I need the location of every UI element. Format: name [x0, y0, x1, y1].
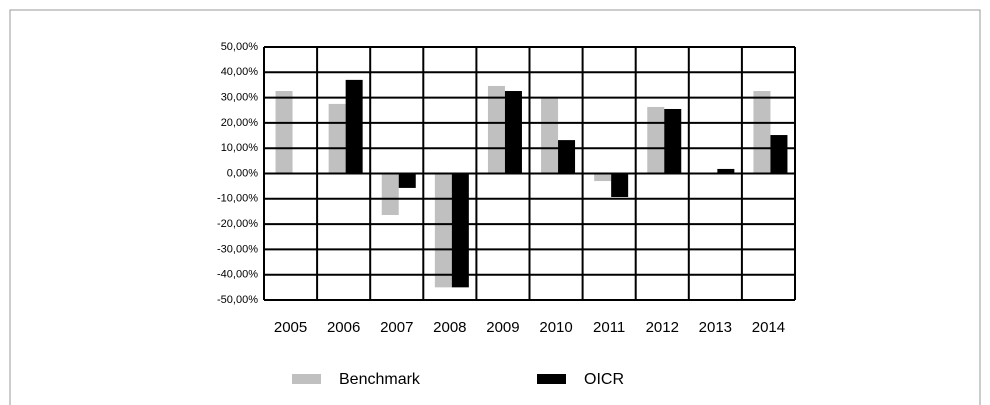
x-tick-label: 2011	[593, 319, 625, 336]
legend-swatch	[292, 374, 321, 384]
bar	[328, 103, 346, 174]
bar	[611, 173, 629, 198]
bar	[717, 168, 735, 174]
bar	[398, 173, 416, 188]
y-tick-label: -20,00%	[217, 218, 258, 230]
legend-swatch	[537, 374, 566, 384]
frame	[9, 9, 981, 405]
bar	[487, 85, 505, 174]
y-tick-label: 20,00%	[221, 117, 259, 129]
legend-label: OICR	[584, 371, 624, 388]
x-tick-label: 2013	[699, 319, 732, 336]
bar	[770, 135, 788, 174]
x-tick-label: 2009	[486, 319, 519, 336]
y-tick-label: 0,00%	[227, 167, 258, 179]
bar	[558, 140, 576, 174]
bar	[753, 91, 771, 174]
y-tick-label: -40,00%	[217, 269, 258, 281]
bar	[541, 98, 559, 174]
y-tick-label: 40,00%	[221, 66, 259, 78]
y-tick-label: -30,00%	[217, 243, 258, 255]
y-tick-label: 50,00%	[221, 41, 259, 53]
legend-label: Benchmark	[339, 371, 421, 388]
bar	[664, 108, 682, 174]
y-tick-label: 10,00%	[221, 142, 259, 154]
bar	[434, 173, 452, 288]
x-tick-label: 2010	[539, 319, 572, 336]
x-tick-label: 2007	[380, 319, 413, 336]
x-tick-label: 2006	[327, 319, 360, 336]
x-tick-label: 2005	[274, 319, 307, 336]
x-tick-label: 2012	[646, 319, 679, 336]
x-tick-label: 2008	[433, 319, 466, 336]
bar	[275, 91, 293, 174]
bar	[504, 91, 522, 174]
y-tick-label: 30,00%	[221, 92, 259, 104]
bar	[381, 173, 399, 215]
x-tick-label: 2014	[752, 319, 785, 336]
y-tick-label: -50,00%	[217, 294, 258, 306]
bar	[594, 173, 612, 182]
bar	[345, 79, 363, 174]
y-tick-label: -10,00%	[217, 193, 258, 205]
bar	[647, 106, 665, 174]
bar	[451, 173, 469, 288]
